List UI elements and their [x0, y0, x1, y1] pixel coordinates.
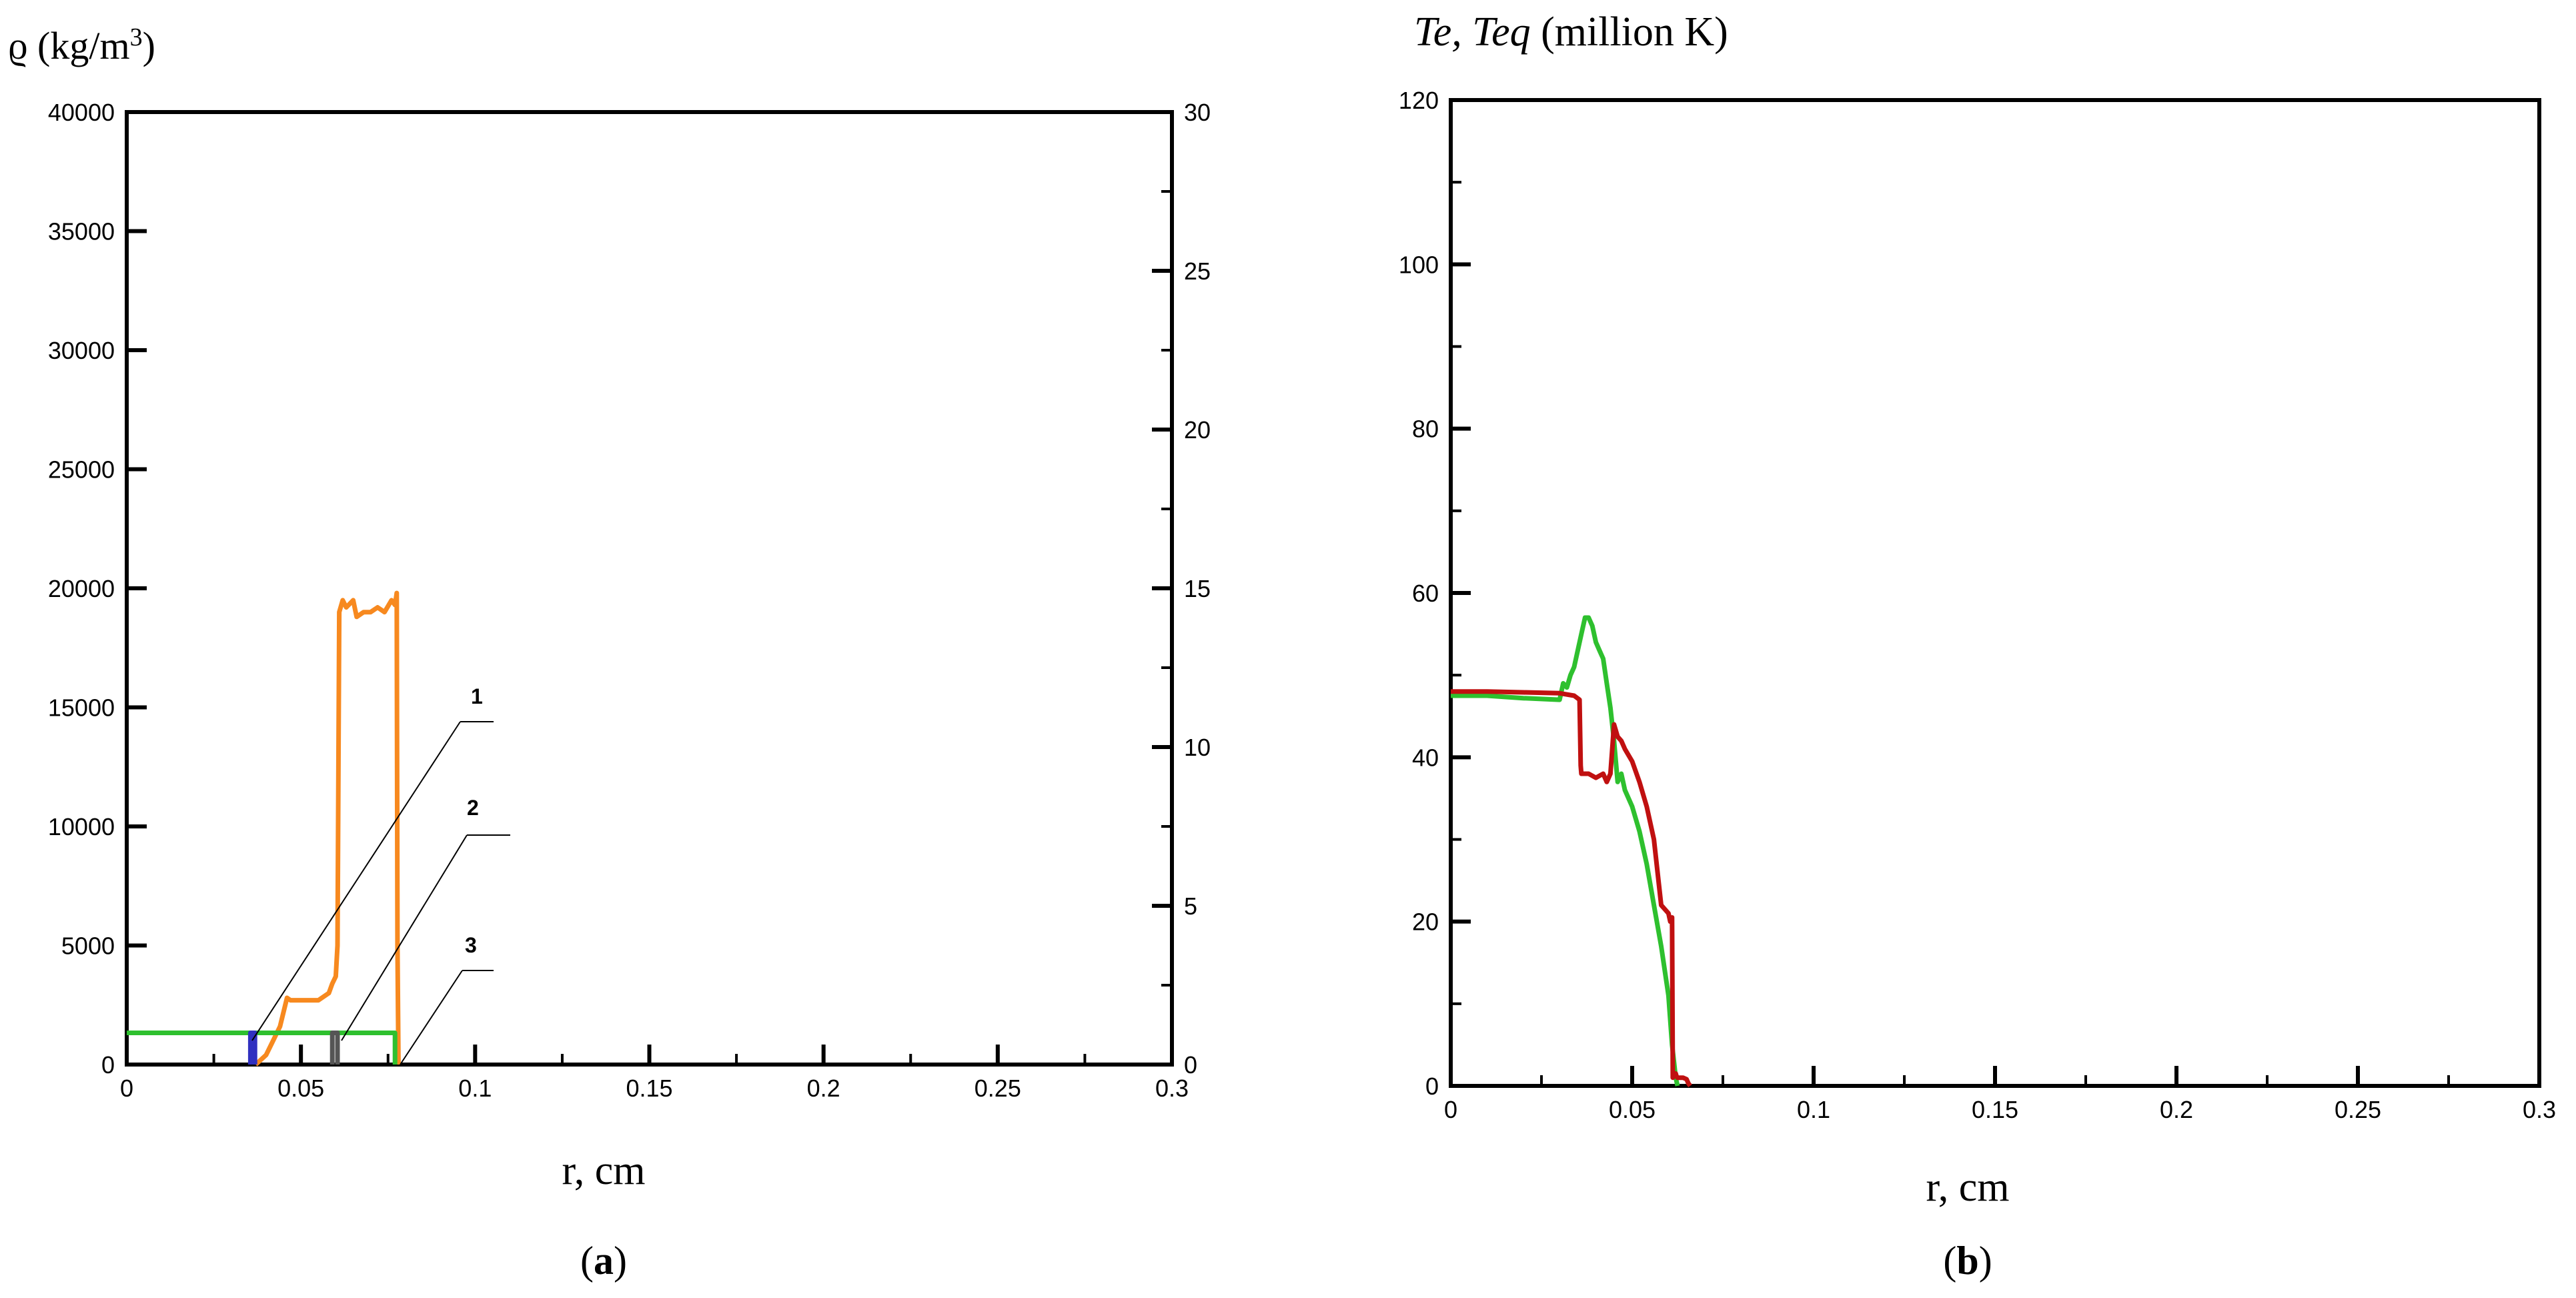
y2-tick-label: 30: [1184, 99, 1211, 126]
x-tick-label: 0.2: [2160, 1096, 2193, 1123]
y2-tick-label: 25: [1184, 257, 1211, 285]
y2-ticks-a: 0 5 10 15 20 25 30: [1152, 99, 1211, 1079]
y-axis-label-a: ϱ (kg/m3): [8, 23, 155, 67]
y2-tick-label: 10: [1184, 734, 1211, 761]
y-tick-label: 10000: [48, 813, 115, 840]
x-tick-label: 0.15: [626, 1075, 672, 1102]
x-tick-label: 0: [1444, 1096, 1457, 1123]
y2-tick-label: 15: [1184, 575, 1211, 602]
y-tick-label: 20000: [48, 575, 115, 602]
annotation-leaders-a: [251, 721, 510, 1065]
panel-label-a: (a): [580, 1239, 627, 1283]
y-tick-label: 5000: [61, 932, 115, 960]
annotation-label-2: 2: [467, 796, 479, 820]
y-tick-label: 100: [1399, 251, 1439, 278]
annotation-label-3: 3: [465, 933, 477, 957]
x-tick-label: 0.1: [458, 1075, 492, 1102]
series-group-b: [1451, 615, 1692, 1088]
series-line-3: [247, 1031, 257, 1065]
series-line-1: [1451, 615, 1680, 1087]
y-tick-label: 30000: [48, 337, 115, 364]
x-tick-label: 0.2: [807, 1075, 840, 1102]
plot-area-a: [125, 110, 1174, 1067]
x-tick-label: 0: [120, 1075, 133, 1102]
x-tick-label: 0.3: [1155, 1075, 1189, 1102]
y-tick-label: 60: [1412, 580, 1439, 607]
y2-tick-label: 20: [1184, 416, 1211, 444]
y-axis-label-b: Te, Teq (million K): [1414, 9, 1728, 55]
y-ticks-b: 0 20 40 60 80 100 120: [1399, 87, 1471, 1100]
y-tick-label: 40: [1412, 744, 1439, 771]
x-ticks-a: 0 0.05 0.1 0.15 0.2 0.25 0.3: [120, 1045, 1189, 1102]
y-tick-label: 120: [1399, 87, 1439, 114]
x-tick-label: 0.25: [2335, 1096, 2381, 1123]
x-axis-label-b: r, cm: [1926, 1165, 2010, 1210]
x-tick-label: 0.3: [2523, 1096, 2556, 1123]
annotation-label-1: 1: [471, 684, 483, 708]
chart-panel-b: 0 0.05 0.1 0.15 0.2 0.25 0.3 0 20 40 60 80 100 120 T…: [1399, 9, 2556, 1283]
y-tick-label: 15000: [48, 694, 115, 722]
y2-tick-label: 0: [1184, 1051, 1197, 1079]
series-group-a: [127, 590, 401, 1067]
series-line-2: [127, 1031, 398, 1065]
x-tick-label: 0.05: [1609, 1096, 1656, 1123]
y-tick-label: 25000: [48, 456, 115, 484]
y-tick-label: 80: [1412, 416, 1439, 443]
x-axis-label-a: r, cm: [562, 1148, 646, 1193]
y-tick-label: 40000: [48, 99, 115, 126]
y-ticks-a: 0 5000 10000 15000 20000 25000 30000 35000 40000: [48, 99, 147, 1079]
y-tick-label: 35000: [48, 218, 115, 245]
y2-tick-label: 5: [1184, 892, 1197, 920]
x-tick-label: 0.25: [975, 1075, 1021, 1102]
x-tick-label: 0.15: [1972, 1096, 2018, 1123]
x-tick-label: 0.05: [277, 1075, 324, 1102]
series-line-2: [1451, 689, 1692, 1088]
x-tick-label: 0.1: [1797, 1096, 1830, 1123]
y-tick-label: 0: [101, 1051, 115, 1079]
y-tick-label: 20: [1412, 908, 1439, 936]
plot-area-b: [1449, 98, 2541, 1088]
series-line-4: [330, 1031, 340, 1065]
chart-panel-a: 0 0.05 0.1 0.15 0.2 0.25 0.3 05000100001500020…: [8, 23, 1211, 1283]
x-ticks-b: 0 0.05 0.1 0.15 0.2 0.25 0.3: [1444, 1066, 2556, 1123]
panel-label-b: (b): [1943, 1239, 1992, 1283]
series-line-1: [253, 590, 401, 1067]
y-tick-label: 0: [1425, 1073, 1439, 1100]
